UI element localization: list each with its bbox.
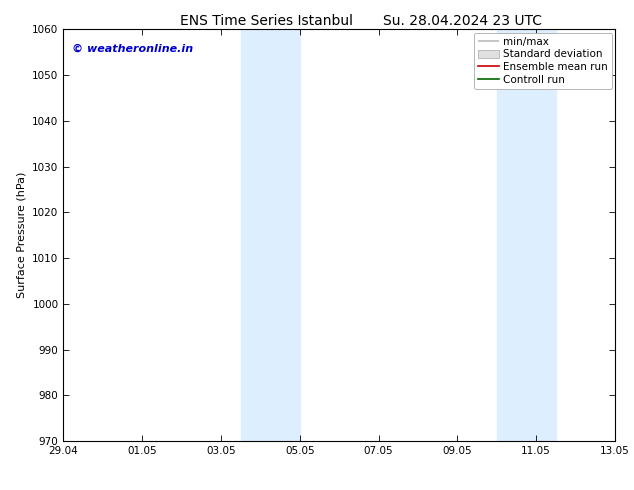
Legend: min/max, Standard deviation, Ensemble mean run, Controll run: min/max, Standard deviation, Ensemble me…	[474, 32, 612, 89]
Text: ENS Time Series Istanbul: ENS Time Series Istanbul	[180, 14, 353, 28]
Text: © weatheronline.in: © weatheronline.in	[72, 44, 193, 54]
Text: Su. 28.04.2024 23 UTC: Su. 28.04.2024 23 UTC	[384, 14, 542, 28]
Bar	[241, 29, 300, 441]
Y-axis label: Surface Pressure (hPa): Surface Pressure (hPa)	[16, 172, 27, 298]
Bar	[497, 29, 556, 441]
